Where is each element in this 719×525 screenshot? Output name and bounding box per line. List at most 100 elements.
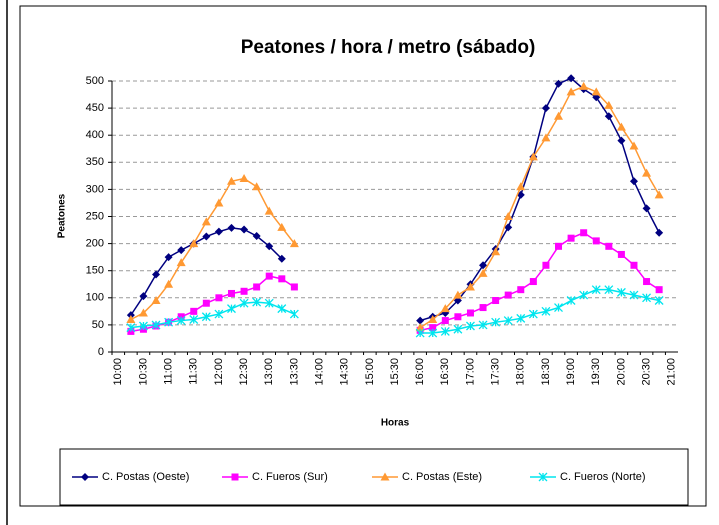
legend-label: C. Fueros (Norte) bbox=[560, 471, 646, 483]
y-tick-label: 0 bbox=[98, 346, 104, 358]
marker bbox=[655, 228, 664, 237]
marker bbox=[503, 212, 513, 220]
marker bbox=[504, 291, 512, 299]
marker bbox=[440, 304, 450, 313]
marker bbox=[277, 254, 286, 263]
series-line bbox=[130, 288, 660, 334]
marker bbox=[441, 317, 449, 325]
x-tick-label: 12:00 bbox=[213, 358, 225, 386]
marker bbox=[440, 326, 450, 336]
marker bbox=[415, 328, 425, 338]
marker bbox=[466, 321, 475, 331]
marker bbox=[164, 253, 173, 262]
marker bbox=[541, 133, 551, 142]
marker bbox=[604, 112, 613, 121]
marker bbox=[630, 261, 638, 269]
y-tick-label: 150 bbox=[86, 265, 104, 277]
marker bbox=[538, 472, 548, 482]
marker bbox=[580, 229, 588, 237]
marker bbox=[643, 278, 651, 286]
x-tick-label: 21:00 bbox=[666, 358, 678, 386]
marker bbox=[227, 304, 236, 314]
x-tick-label: 16:00 bbox=[414, 358, 426, 386]
marker bbox=[554, 111, 564, 120]
y-tick-label: 200 bbox=[86, 238, 104, 250]
x-tick-label: 14:30 bbox=[339, 358, 351, 386]
marker bbox=[642, 204, 651, 213]
marker bbox=[554, 79, 563, 88]
marker bbox=[629, 141, 639, 150]
marker bbox=[642, 293, 652, 303]
marker bbox=[214, 227, 223, 236]
x-tick-label: 12:30 bbox=[238, 358, 250, 386]
marker bbox=[528, 309, 538, 319]
marker bbox=[454, 313, 462, 321]
marker bbox=[654, 296, 664, 305]
y-tick-label: 50 bbox=[92, 319, 104, 331]
marker bbox=[202, 232, 211, 241]
x-tick-label: 11:30 bbox=[188, 358, 200, 385]
marker bbox=[567, 234, 575, 242]
x-tick-label: 17:00 bbox=[464, 358, 476, 386]
marker bbox=[567, 74, 576, 83]
marker bbox=[516, 182, 526, 191]
marker bbox=[252, 297, 262, 307]
marker bbox=[617, 250, 625, 258]
y-tick-label: 250 bbox=[86, 210, 104, 222]
x-tick-label: 20:30 bbox=[640, 358, 652, 386]
marker bbox=[654, 190, 664, 199]
marker bbox=[152, 270, 161, 279]
marker bbox=[227, 289, 235, 297]
marker bbox=[554, 303, 563, 313]
marker bbox=[529, 278, 537, 286]
marker bbox=[503, 316, 513, 326]
x-tick-label: 10:00 bbox=[112, 358, 124, 386]
marker bbox=[380, 472, 390, 481]
marker bbox=[239, 174, 249, 183]
x-tick-label: 10:30 bbox=[137, 358, 149, 386]
y-tick-label: 350 bbox=[86, 156, 104, 168]
y-tick-label: 300 bbox=[86, 183, 104, 195]
marker bbox=[176, 316, 186, 326]
marker bbox=[655, 286, 663, 294]
x-tick-label: 17:30 bbox=[490, 358, 502, 386]
marker bbox=[604, 100, 614, 109]
marker bbox=[253, 283, 261, 291]
y-tick-label: 500 bbox=[86, 75, 104, 87]
x-tick-label: 13:30 bbox=[288, 358, 300, 386]
x-tick-label: 15:00 bbox=[364, 358, 376, 386]
x-tick-label: 14:00 bbox=[313, 358, 325, 386]
marker bbox=[126, 323, 136, 333]
y-tick-label: 400 bbox=[86, 129, 104, 141]
marker bbox=[189, 239, 199, 248]
marker bbox=[491, 317, 501, 327]
marker bbox=[579, 81, 589, 90]
marker bbox=[214, 198, 224, 207]
marker bbox=[555, 242, 563, 250]
x-tick-label: 16:30 bbox=[439, 358, 451, 386]
y-tick-label: 100 bbox=[86, 292, 104, 304]
marker bbox=[151, 320, 161, 330]
y-axis-title: Peatones bbox=[57, 193, 68, 238]
x-tick-label: 18:00 bbox=[515, 358, 527, 386]
y-tick-label: 450 bbox=[86, 102, 104, 114]
marker bbox=[541, 306, 551, 316]
marker bbox=[579, 290, 589, 300]
marker bbox=[139, 292, 148, 301]
marker bbox=[231, 473, 239, 481]
marker bbox=[604, 285, 614, 295]
marker bbox=[504, 223, 513, 232]
marker bbox=[289, 239, 299, 248]
marker bbox=[592, 237, 600, 245]
marker bbox=[492, 297, 500, 305]
marker bbox=[240, 287, 248, 295]
marker bbox=[478, 320, 488, 330]
marker bbox=[616, 122, 626, 131]
marker bbox=[479, 304, 487, 312]
marker bbox=[465, 282, 475, 291]
marker bbox=[415, 323, 425, 332]
marker bbox=[126, 314, 136, 323]
marker bbox=[138, 308, 148, 317]
marker bbox=[542, 261, 550, 269]
marker bbox=[428, 328, 438, 338]
